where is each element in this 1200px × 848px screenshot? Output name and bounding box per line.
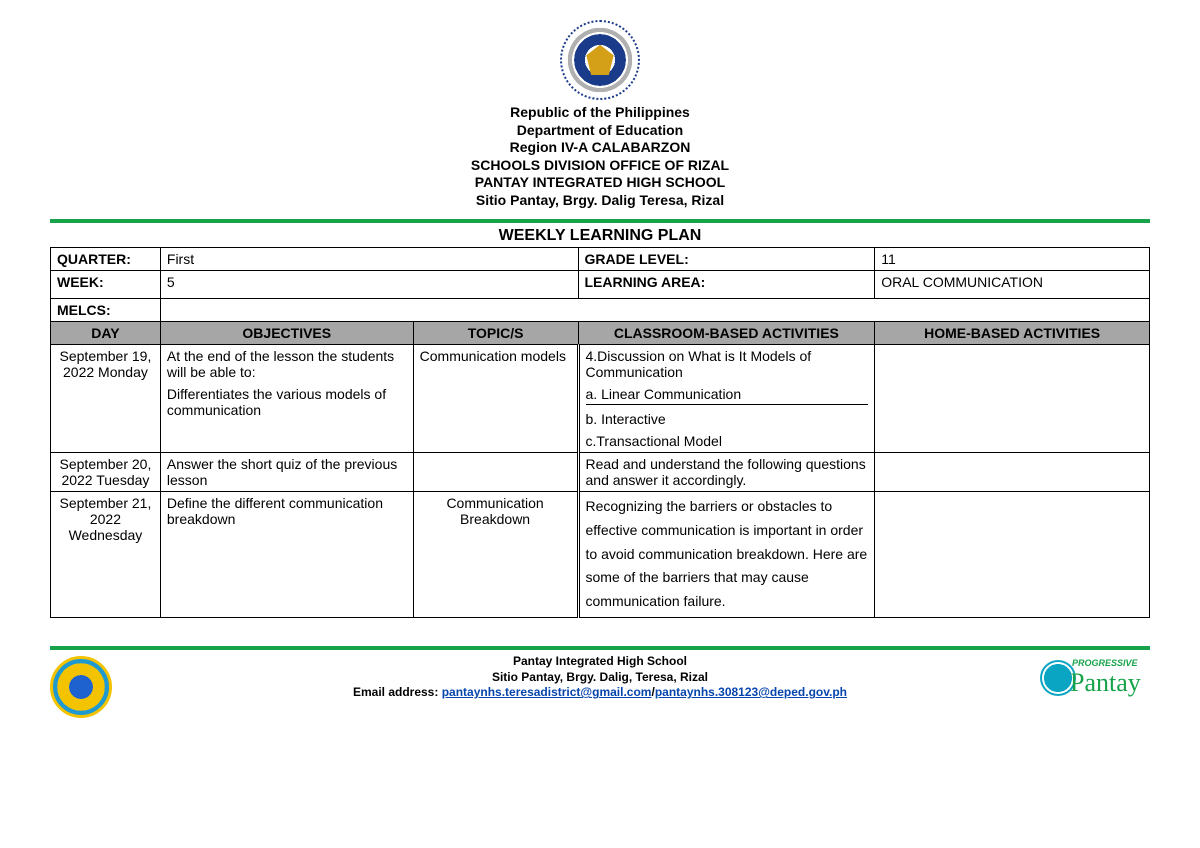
column-header-row: DAY OBJECTIVES TOPIC/S CLASSROOM-BASED A…: [51, 322, 1150, 345]
deped-seal-icon: [560, 20, 640, 100]
document-page: Republic of the Philippines Department o…: [0, 0, 1200, 628]
melcs-row: MELCS:: [51, 299, 1150, 322]
footer-email-prefix: Email address:: [353, 685, 442, 699]
objectives-text: At the end of the lesson the students wi…: [167, 348, 407, 380]
header-line: SCHOOLS DIVISION OFFICE OF RIZAL: [50, 157, 1150, 175]
divider: [50, 219, 1150, 223]
day-cell: September 19, 2022 Monday: [51, 345, 161, 453]
objectives-cell: At the end of the lesson the students wi…: [160, 345, 413, 453]
classroom-text: c.Transactional Model: [586, 433, 869, 449]
objectives-text: Differentiates the various models of com…: [167, 386, 407, 418]
quarter-label: QUARTER:: [51, 248, 161, 271]
brand-big-text: Pantay: [1070, 668, 1141, 698]
footer-email-link[interactable]: pantaynhs.308123@deped.gov.ph: [655, 685, 847, 699]
quarter-value: First: [160, 248, 578, 271]
classroom-text: b. Interactive: [586, 411, 869, 427]
home-cell: [875, 345, 1150, 453]
topic-cell: [413, 453, 578, 492]
info-row: WEEK: 5 LEARNING AREA: ORAL COMMUNICATIO…: [51, 271, 1150, 299]
day-cell: September 20, 2022 Tuesday: [51, 453, 161, 492]
col-home: HOME-BASED ACTIVITIES: [875, 322, 1150, 345]
classroom-cell: Read and understand the following questi…: [578, 453, 875, 492]
grade-value: 11: [875, 248, 1150, 271]
col-objectives: OBJECTIVES: [160, 322, 413, 345]
page-footer: Pantay Integrated High School Sitio Pant…: [50, 646, 1150, 701]
area-label: LEARNING AREA:: [578, 271, 875, 299]
col-day: DAY: [51, 322, 161, 345]
table-row: September 19, 2022 Monday At the end of …: [51, 345, 1150, 453]
letterhead: Republic of the Philippines Department o…: [50, 20, 1150, 209]
melcs-value: [160, 299, 1149, 322]
classroom-cell: Recognizing the barriers or obstacles to…: [578, 492, 875, 618]
footer-address: Sitio Pantay, Brgy. Dalig, Teresa, Rizal: [50, 670, 1150, 686]
header-line: Republic of the Philippines: [50, 104, 1150, 122]
brand-small-text: PROGRESSIVE: [1072, 658, 1138, 668]
classroom-text: a. Linear Communication: [586, 386, 869, 405]
letterhead-lines: Republic of the Philippines Department o…: [50, 104, 1150, 209]
col-classroom: CLASSROOM-BASED ACTIVITIES: [578, 322, 875, 345]
school-badge-icon: [50, 656, 112, 718]
day-cell: September 21, 2022 Wednesday: [51, 492, 161, 618]
header-line: Region IV-A CALABARZON: [50, 139, 1150, 157]
objectives-cell: Define the different communication break…: [160, 492, 413, 618]
classroom-text: 4.Discussion on What is It Models of Com…: [586, 348, 869, 380]
plan-table: QUARTER: First GRADE LEVEL: 11 WEEK: 5 L…: [50, 247, 1150, 618]
plan-title: WEEKLY LEARNING PLAN: [50, 227, 1150, 245]
table-row: September 21, 2022 Wednesday Define the …: [51, 492, 1150, 618]
col-topic: TOPIC/S: [413, 322, 578, 345]
area-value: ORAL COMMUNICATION: [875, 271, 1150, 299]
objectives-cell: Answer the short quiz of the previous le…: [160, 453, 413, 492]
header-line: PANTAY INTEGRATED HIGH SCHOOL: [50, 174, 1150, 192]
progressive-pantay-logo: PROGRESSIVE Pantay: [1040, 656, 1150, 706]
info-row: QUARTER: First GRADE LEVEL: 11: [51, 248, 1150, 271]
header-line: Department of Education: [50, 122, 1150, 140]
topic-cell: Communication models: [413, 345, 578, 453]
topic-cell: Communication Breakdown: [413, 492, 578, 618]
table-row: September 20, 2022 Tuesday Answer the sh…: [51, 453, 1150, 492]
footer-school: Pantay Integrated High School: [50, 654, 1150, 670]
melcs-label: MELCS:: [51, 299, 161, 322]
grade-label: GRADE LEVEL:: [578, 248, 875, 271]
classroom-cell: 4.Discussion on What is It Models of Com…: [578, 345, 875, 453]
footer-email-link[interactable]: pantaynhs.teresadistrict@gmail.com: [442, 685, 652, 699]
home-cell: [875, 492, 1150, 618]
home-cell: [875, 453, 1150, 492]
week-label: WEEK:: [51, 271, 161, 299]
header-line: Sitio Pantay, Brgy. Dalig Teresa, Rizal: [50, 192, 1150, 210]
week-value: 5: [160, 271, 578, 299]
footer-email-line: Email address: pantaynhs.teresadistrict@…: [50, 685, 1150, 701]
